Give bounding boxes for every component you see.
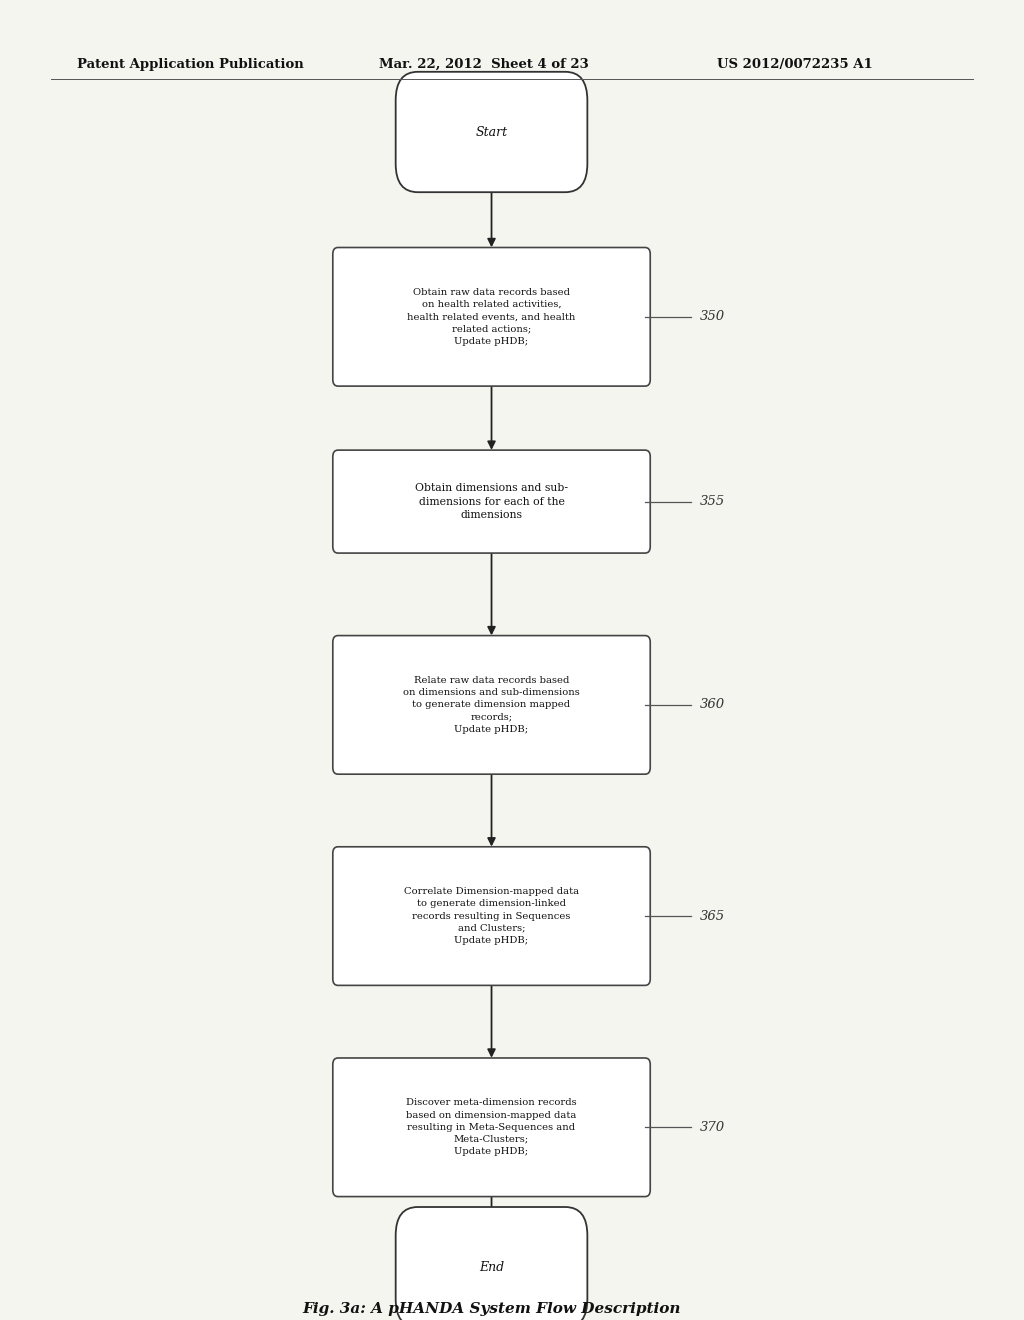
Text: Obtain dimensions and sub-
dimensions for each of the
dimensions: Obtain dimensions and sub- dimensions fo… (415, 483, 568, 520)
Text: Mar. 22, 2012  Sheet 4 of 23: Mar. 22, 2012 Sheet 4 of 23 (379, 58, 589, 71)
Text: US 2012/0072235 A1: US 2012/0072235 A1 (717, 58, 872, 71)
Text: 360: 360 (699, 698, 725, 711)
FancyBboxPatch shape (333, 635, 650, 774)
FancyBboxPatch shape (333, 450, 650, 553)
Text: 370: 370 (699, 1121, 725, 1134)
Text: Discover meta-dimension records
based on dimension-mapped data
resulting in Meta: Discover meta-dimension records based on… (407, 1098, 577, 1156)
FancyBboxPatch shape (395, 71, 588, 193)
Text: 355: 355 (699, 495, 725, 508)
Text: End: End (479, 1261, 504, 1274)
Text: Patent Application Publication: Patent Application Publication (77, 58, 303, 71)
Text: Fig. 3a: A pHANDA System Flow Description: Fig. 3a: A pHANDA System Flow Descriptio… (302, 1303, 681, 1316)
FancyBboxPatch shape (333, 847, 650, 985)
FancyBboxPatch shape (333, 1059, 650, 1196)
FancyBboxPatch shape (333, 248, 650, 385)
Text: Correlate Dimension-mapped data
to generate dimension-linked
records resulting i: Correlate Dimension-mapped data to gener… (403, 887, 580, 945)
Text: 350: 350 (699, 310, 725, 323)
Text: 365: 365 (699, 909, 725, 923)
FancyBboxPatch shape (395, 1206, 588, 1320)
Text: Relate raw data records based
on dimensions and sub-dimensions
to generate dimen: Relate raw data records based on dimensi… (403, 676, 580, 734)
Text: Obtain raw data records based
on health related activities,
health related event: Obtain raw data records based on health … (408, 288, 575, 346)
Text: Start: Start (475, 125, 508, 139)
